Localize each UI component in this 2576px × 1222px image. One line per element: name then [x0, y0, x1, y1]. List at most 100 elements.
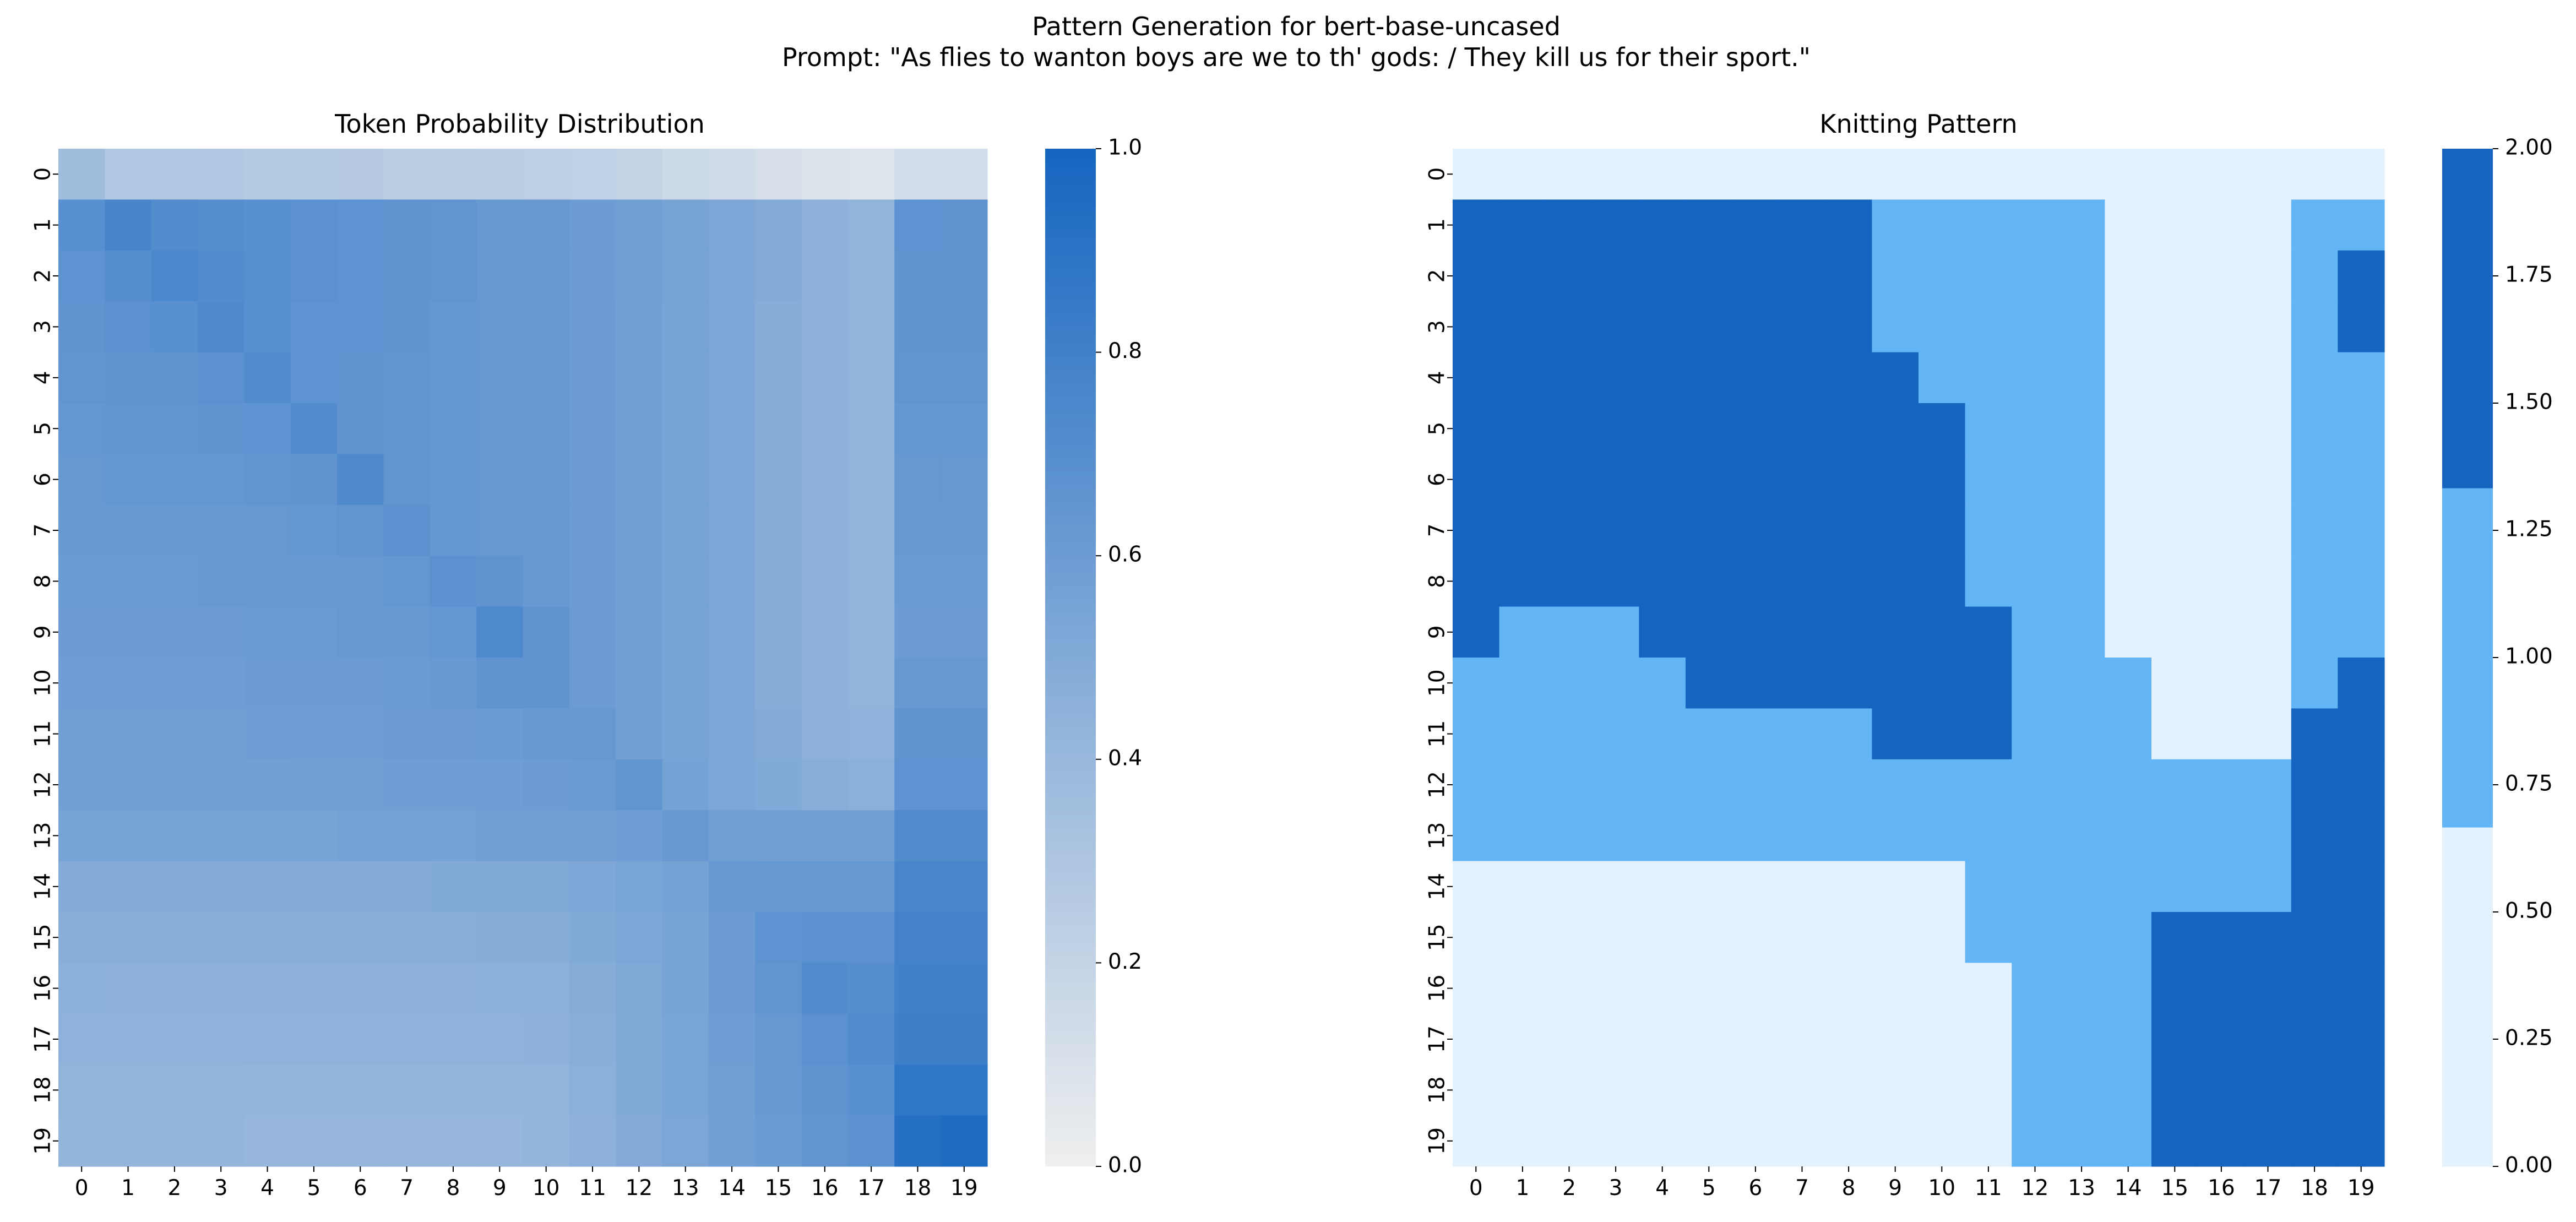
heatmap-cell: [2198, 759, 2245, 811]
heatmap-cell: [1872, 504, 1919, 556]
heatmap-cell: [2012, 963, 2059, 1014]
heatmap-cell: [2291, 250, 2338, 302]
heatmap-cell: [1592, 352, 1639, 404]
heatmap-cell: [2338, 199, 2385, 251]
heatmap-cell: [1686, 504, 1733, 556]
heatmap-cell: [2338, 810, 2385, 862]
left-colorbar: [1045, 149, 1096, 1166]
heatmap-cell: [244, 352, 291, 404]
heatmap-cell: [2105, 199, 2152, 251]
heatmap-cell: [476, 708, 524, 760]
heatmap-cell: [1639, 352, 1686, 404]
heatmap-cell: [2105, 504, 2152, 556]
heatmap-cell: [2012, 149, 2059, 200]
heatmap-cell: [2245, 708, 2292, 760]
heatmap-cell: [2338, 963, 2385, 1014]
heatmap-cell: [1546, 1013, 1593, 1065]
heatmap-cell: [105, 504, 152, 556]
heatmap-cell: [894, 708, 942, 760]
heatmap-cell: [2245, 810, 2292, 862]
heatmap-cell: [2338, 861, 2385, 913]
x-tick-label: 19: [950, 1176, 978, 1201]
heatmap-cell: [337, 861, 384, 913]
heatmap-cell: [1592, 556, 1639, 607]
heatmap-cell: [2245, 912, 2292, 963]
heatmap-cell: [1453, 250, 1500, 302]
heatmap-cell: [569, 403, 616, 454]
x-tick-label: 16: [811, 1176, 839, 1201]
heatmap-cell: [941, 912, 988, 963]
heatmap-cell: [430, 1013, 477, 1065]
heatmap-cell: [383, 454, 431, 506]
heatmap-cell: [847, 658, 895, 709]
heatmap-cell: [1872, 1115, 1919, 1167]
heatmap-cell: [894, 606, 942, 658]
heatmap-cell: [1919, 1013, 1966, 1065]
heatmap-cell: [1825, 352, 1872, 404]
heatmap-cell: [755, 912, 802, 963]
heatmap-cell: [2245, 504, 2292, 556]
heatmap-cell: [2198, 912, 2245, 963]
heatmap-cell: [430, 403, 477, 454]
x-tick-label: 7: [400, 1176, 414, 1201]
heatmap-cell: [1872, 912, 1919, 963]
heatmap-cell: [662, 1065, 709, 1116]
heatmap-cell: [1453, 504, 1500, 556]
heatmap-cell: [151, 504, 198, 556]
heatmap-cell: [2338, 658, 2385, 709]
x-tick-label: 10: [1928, 1176, 1955, 1201]
heatmap-cell: [801, 352, 849, 404]
heatmap-cell: [58, 352, 105, 404]
heatmap-cell: [337, 149, 384, 200]
heatmap-cell: [2012, 504, 2059, 556]
heatmap-cell: [2291, 759, 2338, 811]
y-tick-label: 8: [31, 574, 56, 588]
heatmap-cell: [1639, 963, 1686, 1014]
heatmap-cell: [1639, 1115, 1686, 1167]
heatmap-cell: [1965, 861, 2012, 913]
heatmap-cell: [1686, 1013, 1733, 1065]
heatmap-cell: [1499, 504, 1546, 556]
y-tick-label: 14: [31, 873, 56, 900]
heatmap-cell: [1639, 301, 1686, 353]
heatmap-cell: [244, 912, 291, 963]
y-tick-label: 10: [1425, 669, 1450, 697]
heatmap-cell: [847, 606, 895, 658]
heatmap-cell: [2105, 301, 2152, 353]
heatmap-cell: [1453, 454, 1500, 506]
heatmap-cell: [1499, 810, 1546, 862]
y-tick-label: 3: [31, 320, 56, 334]
heatmap-cell: [708, 352, 756, 404]
heatmap-cell: [523, 403, 570, 454]
heatmap-cell: [1919, 556, 1966, 607]
heatmap-cell: [2338, 708, 2385, 760]
heatmap-cell: [1779, 1115, 1826, 1167]
x-tick-label: 0: [1469, 1176, 1483, 1201]
heatmap-cell: [755, 149, 802, 200]
heatmap-cell: [569, 861, 616, 913]
heatmap-cell: [290, 810, 338, 862]
heatmap-cell: [476, 1115, 524, 1167]
heatmap-cell: [2058, 658, 2105, 709]
heatmap-cell: [337, 454, 384, 506]
left-chart-title: Token Probability Distribution: [334, 109, 705, 139]
heatmap-cell: [1825, 810, 1872, 862]
heatmap-cell: [105, 1013, 152, 1065]
heatmap-cell: [2291, 912, 2338, 963]
heatmap-cell: [151, 1115, 198, 1167]
x-tick-label: 3: [214, 1176, 228, 1201]
heatmap-cell: [244, 403, 291, 454]
heatmap-cell: [2245, 556, 2292, 607]
heatmap-cell: [244, 199, 291, 251]
x-tick-label: 16: [2208, 1176, 2235, 1201]
heatmap-cell: [1732, 149, 1779, 200]
heatmap-cell: [244, 1013, 291, 1065]
heatmap-cell: [894, 1115, 942, 1167]
heatmap-cell: [755, 301, 802, 353]
x-tick-label: 12: [2021, 1176, 2049, 1201]
heatmap-cell: [1686, 556, 1733, 607]
heatmap-cell: [2291, 810, 2338, 862]
heatmap-cell: [2338, 912, 2385, 963]
heatmap-cell: [569, 504, 616, 556]
heatmap-cell: [1779, 149, 1826, 200]
